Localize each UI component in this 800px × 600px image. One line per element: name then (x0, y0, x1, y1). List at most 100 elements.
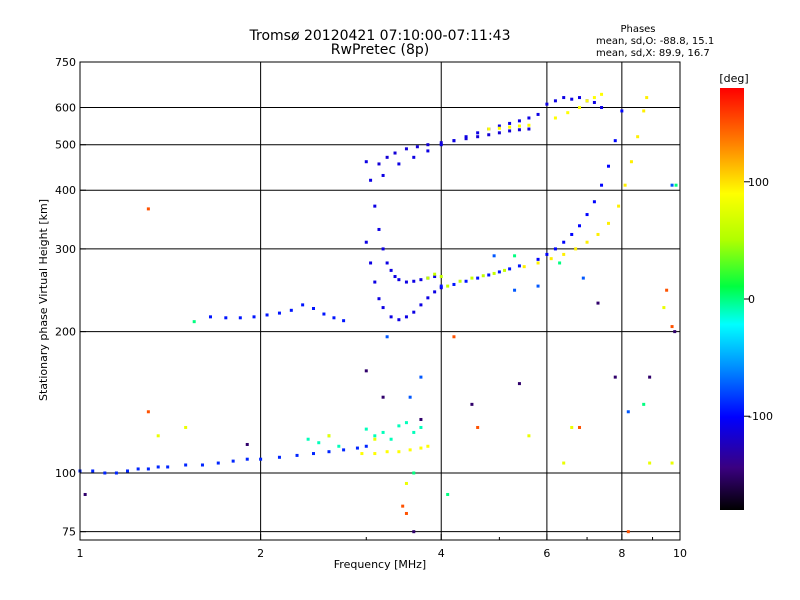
data-point (497, 131, 501, 135)
data-point (289, 308, 293, 312)
y-tick-label: 300 (55, 243, 76, 256)
data-point (545, 252, 549, 256)
data-point (553, 247, 557, 251)
data-point (600, 92, 604, 96)
data-point (508, 121, 512, 125)
x-tick-label: 6 (543, 547, 550, 560)
data-point (373, 437, 377, 441)
data-point (277, 455, 281, 459)
data-point (600, 183, 604, 187)
data-point (419, 375, 423, 379)
data-point (381, 430, 385, 434)
data-point (397, 278, 401, 282)
data-point (497, 126, 501, 130)
data-point (645, 96, 649, 100)
data-point (385, 335, 389, 339)
data-point (355, 446, 359, 450)
y-tick-label: 500 (55, 139, 76, 152)
data-point (295, 453, 299, 457)
data-point (536, 112, 540, 116)
data-point (648, 461, 652, 465)
data-point (527, 123, 531, 127)
data-point (439, 275, 443, 279)
data-point (419, 425, 423, 429)
data-point (373, 204, 377, 208)
x-tick-label: 8 (618, 547, 625, 560)
data-point (578, 425, 582, 429)
data-point (522, 265, 526, 269)
data-point (574, 247, 578, 251)
data-point (570, 425, 574, 429)
data-point (670, 183, 674, 187)
data-point (558, 261, 562, 265)
data-point (487, 127, 491, 131)
data-point (439, 141, 443, 145)
data-point (426, 276, 430, 280)
data-point (439, 284, 443, 288)
data-point (481, 274, 485, 278)
data-point (600, 106, 604, 110)
data-point (381, 306, 385, 310)
colorbar-tick-label: 100 (748, 176, 769, 189)
data-point (517, 128, 521, 132)
data-point (166, 465, 170, 469)
data-point (364, 427, 368, 431)
data-point (426, 143, 430, 147)
data-point (570, 97, 574, 101)
data-point (412, 155, 416, 159)
data-point (200, 463, 204, 467)
data-point (259, 457, 263, 461)
data-point (364, 444, 368, 448)
colorbar-tick-label: 0 (748, 293, 755, 306)
data-point (606, 164, 610, 168)
data-point (184, 425, 188, 429)
data-point (412, 279, 416, 283)
data-point (306, 437, 310, 441)
data-point (146, 410, 150, 414)
data-point (404, 421, 408, 425)
data-point (513, 254, 517, 258)
data-point (397, 424, 401, 428)
data-point (452, 139, 456, 143)
data-point (642, 402, 646, 406)
data-point (426, 296, 430, 300)
data-point (629, 160, 633, 164)
data-point (553, 99, 557, 103)
data-point (433, 290, 437, 294)
data-point (470, 276, 474, 280)
data-point (636, 135, 640, 139)
data-point (322, 312, 326, 316)
data-point (360, 452, 364, 456)
data-point (412, 310, 416, 314)
data-point (497, 124, 501, 128)
data-point (419, 303, 423, 307)
data-point (412, 471, 416, 475)
data-point (673, 330, 677, 334)
data-point (327, 434, 331, 438)
data-point (513, 288, 517, 292)
y-axis-title: Stationary phase Virtual Height [km] (37, 199, 50, 401)
data-point (364, 160, 368, 164)
x-axis-title: Frequency [MHz] (334, 558, 426, 571)
data-point (377, 162, 381, 166)
data-point (369, 261, 373, 265)
data-point (470, 402, 474, 406)
data-point (385, 155, 389, 159)
data-point (419, 417, 423, 421)
data-point (401, 504, 405, 508)
data-point (623, 183, 627, 187)
data-point (596, 301, 600, 305)
data-point (596, 232, 600, 236)
data-point (562, 252, 566, 256)
y-tick-label: 75 (62, 526, 76, 539)
data-point (332, 316, 336, 320)
y-tick-label: 600 (55, 102, 76, 115)
data-point (620, 109, 624, 113)
data-point (385, 261, 389, 265)
data-point (377, 227, 381, 231)
data-point (452, 335, 456, 339)
data-point (536, 284, 540, 288)
colorbar (720, 88, 744, 510)
phases-x-stats: mean, sd,X: 89.9, 16.7 (596, 48, 710, 59)
data-point (464, 137, 468, 141)
